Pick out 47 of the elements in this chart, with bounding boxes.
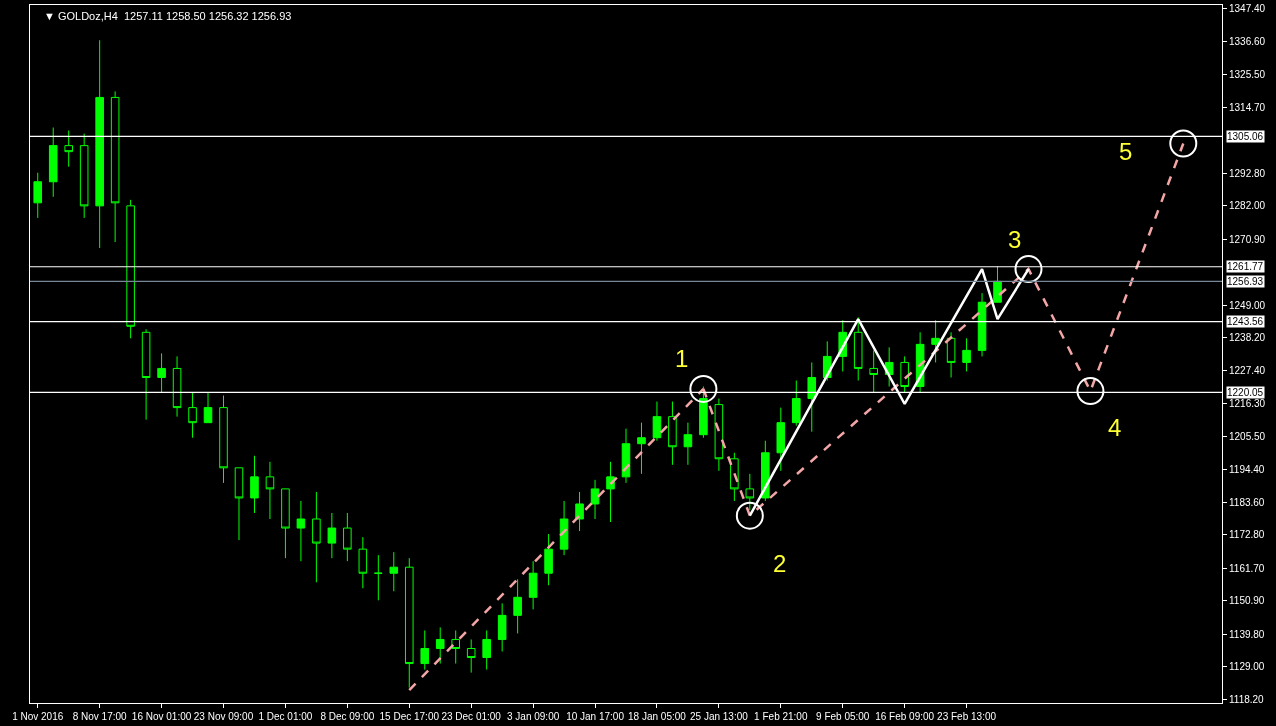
x-tick-label: 1 Feb 21:00 [754,711,808,722]
annotation: 5 [1119,138,1133,165]
chart-title: ▼ GOLDoz,H4 1257.11 1258.50 1256.32 1256.93 [44,10,292,22]
y-tick-label: 1139.80 [1229,628,1265,640]
x-tick-label: 15 Dec 17:00 [379,711,440,722]
y-tick-label: 1150.90 [1229,595,1265,607]
y-tick-label: 1161.70 [1229,562,1265,574]
y-tick-label: 1216.30 [1229,398,1266,410]
x-tick-label: 3 Jan 09:00 [506,711,560,722]
x-tick-label: 18 Jan 05:00 [628,711,687,722]
ref-line-label: 1243.56 [1227,316,1264,327]
y-tick-label: 1183.60 [1229,496,1265,508]
x-tick-label: 23 Nov 09:00 [193,711,254,722]
y-tick-label: 1129.00 [1229,661,1265,673]
y-tick-label: 1347.40 [1229,3,1266,15]
annotation: 3 [1008,226,1022,253]
annotation: 2 [773,550,787,577]
x-tick-label: 1 Dec 01:00 [258,711,313,722]
x-tick-label: 16 Nov 01:00 [131,711,192,722]
y-tick-label: 1238.20 [1229,332,1266,344]
x-tick-label: 25 Jan 13:00 [689,711,749,722]
x-tick-label: 16 Feb 09:00 [875,711,935,722]
y-tick-label: 1249.00 [1229,299,1266,311]
y-tick-label: 1194.40 [1229,464,1265,476]
y-tick-label: 1282.00 [1229,200,1266,212]
annotation: 1 [675,345,689,372]
ref-line-label: 1305.06 [1227,131,1264,142]
y-tick-label: 1205.50 [1229,430,1266,442]
annotation: 4 [1108,414,1122,441]
x-tick-label: 23 Feb 13:00 [937,711,997,722]
y-tick-label: 1172.80 [1229,529,1265,541]
ref-line-label: 1261.77 [1227,261,1264,272]
y-tick-label: 1336.60 [1229,35,1266,47]
ref-line-label: 1256.93 [1227,276,1264,287]
y-tick-label: 1118.20 [1229,693,1265,705]
ref-line-label: 1220.05 [1227,387,1264,398]
y-tick-label: 1325.50 [1229,69,1266,81]
y-tick-label: 1314.70 [1229,101,1266,113]
y-tick-label: 1292.80 [1229,167,1266,179]
x-tick-label: 9 Feb 05:00 [816,711,870,722]
x-tick-label: 23 Dec 01:00 [441,711,502,722]
x-tick-label: 8 Nov 17:00 [72,711,128,722]
y-tick-label: 1227.40 [1229,364,1266,376]
x-tick-label: 1 Nov 2016 [12,711,64,722]
y-tick-label: 1270.90 [1229,233,1266,245]
x-tick-label: 10 Jan 17:00 [566,711,625,722]
x-tick-label: 8 Dec 09:00 [320,711,375,722]
